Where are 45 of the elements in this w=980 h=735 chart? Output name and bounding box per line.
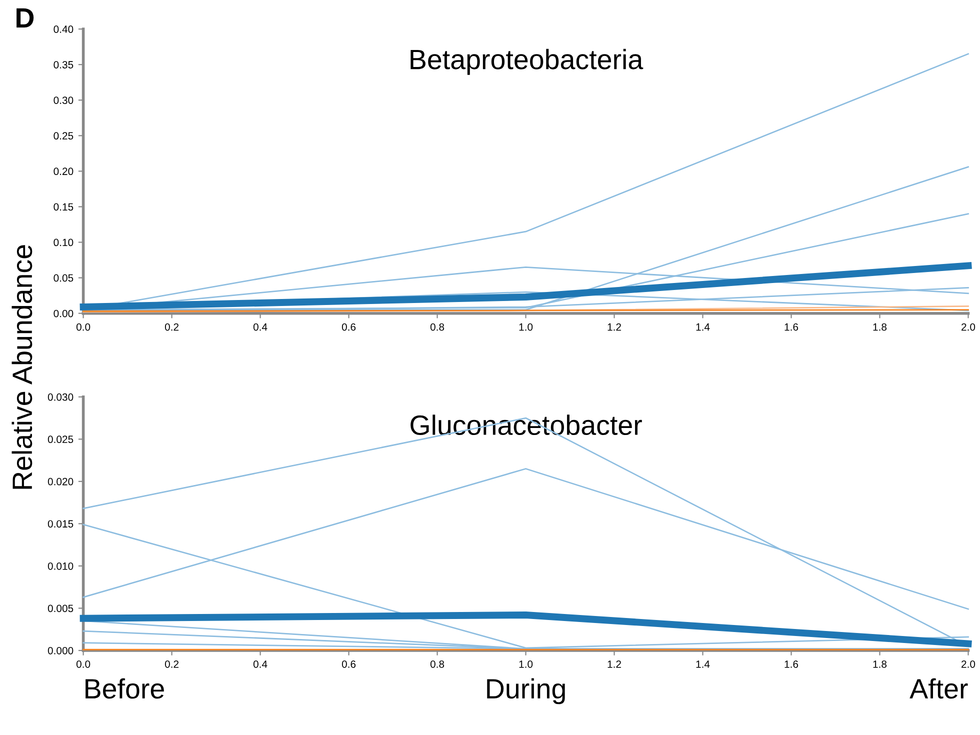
y-tick-label: 0.10 <box>54 238 74 246</box>
x-tick-label: 1.4 <box>696 660 710 668</box>
text: Betaproteobacteria <box>410 48 644 75</box>
x-tick-label: 0.0 <box>76 323 90 331</box>
x-tick-label: 0.2 <box>164 660 179 668</box>
x-tick-label: 1.0 <box>519 660 533 668</box>
y-tick-label: 0.30 <box>54 96 74 104</box>
y-tick-label: 0.020 <box>48 478 74 486</box>
y-tick-label: 0.05 <box>54 274 74 282</box>
x-tick-label: 0.6 <box>342 660 356 668</box>
y-tick-label: 0.35 <box>54 61 74 68</box>
y-tick-label: 0.25 <box>54 132 74 140</box>
y-tick-label: 0.20 <box>54 168 74 176</box>
x-tick-label: 1.2 <box>608 323 621 331</box>
text: During <box>487 678 565 704</box>
x-tick-label: 1.8 <box>873 660 887 668</box>
x-tick-label: 0.6 <box>342 323 356 331</box>
y-tick-label: 0.15 <box>54 203 74 211</box>
x-tick-label: 1.6 <box>784 323 798 331</box>
x-tick-label: 1.4 <box>696 323 710 331</box>
x-tick-label: 0.4 <box>253 660 268 668</box>
x-tick-label: 0.4 <box>253 323 268 331</box>
x-tick-label: 0.2 <box>164 323 179 331</box>
y-tick-label: 0.005 <box>48 604 74 612</box>
text: D <box>16 8 34 28</box>
x-tick-label: 0.8 <box>430 323 444 331</box>
x-tick-label: 1.8 <box>873 323 887 331</box>
y-tick-label: 0.025 <box>48 436 74 444</box>
x-tick-label: 0.0 <box>76 660 90 668</box>
x-tick-label: 0.8 <box>430 660 444 668</box>
x-tick-label: 1.2 <box>608 660 621 668</box>
y-axis-title: Relative Abundance <box>12 245 32 489</box>
y-tick-label: 0.00 <box>54 310 74 318</box>
x-tick-label: 1.0 <box>519 323 533 331</box>
text: Gluconacetobacter <box>410 414 642 436</box>
x-tick-label: 2.0 <box>962 660 976 668</box>
text: Before <box>86 678 164 699</box>
text: After <box>910 678 968 699</box>
y-tick-label: 0.015 <box>48 520 74 528</box>
y-tick-label: 0.010 <box>48 562 74 570</box>
y-tick-label: 0.40 <box>54 26 74 33</box>
x-tick-label: 1.6 <box>784 660 798 668</box>
y-tick-label: 0.000 <box>48 646 74 654</box>
x-tick-label: 2.0 <box>962 323 976 331</box>
y-tick-label: 0.030 <box>48 393 74 401</box>
